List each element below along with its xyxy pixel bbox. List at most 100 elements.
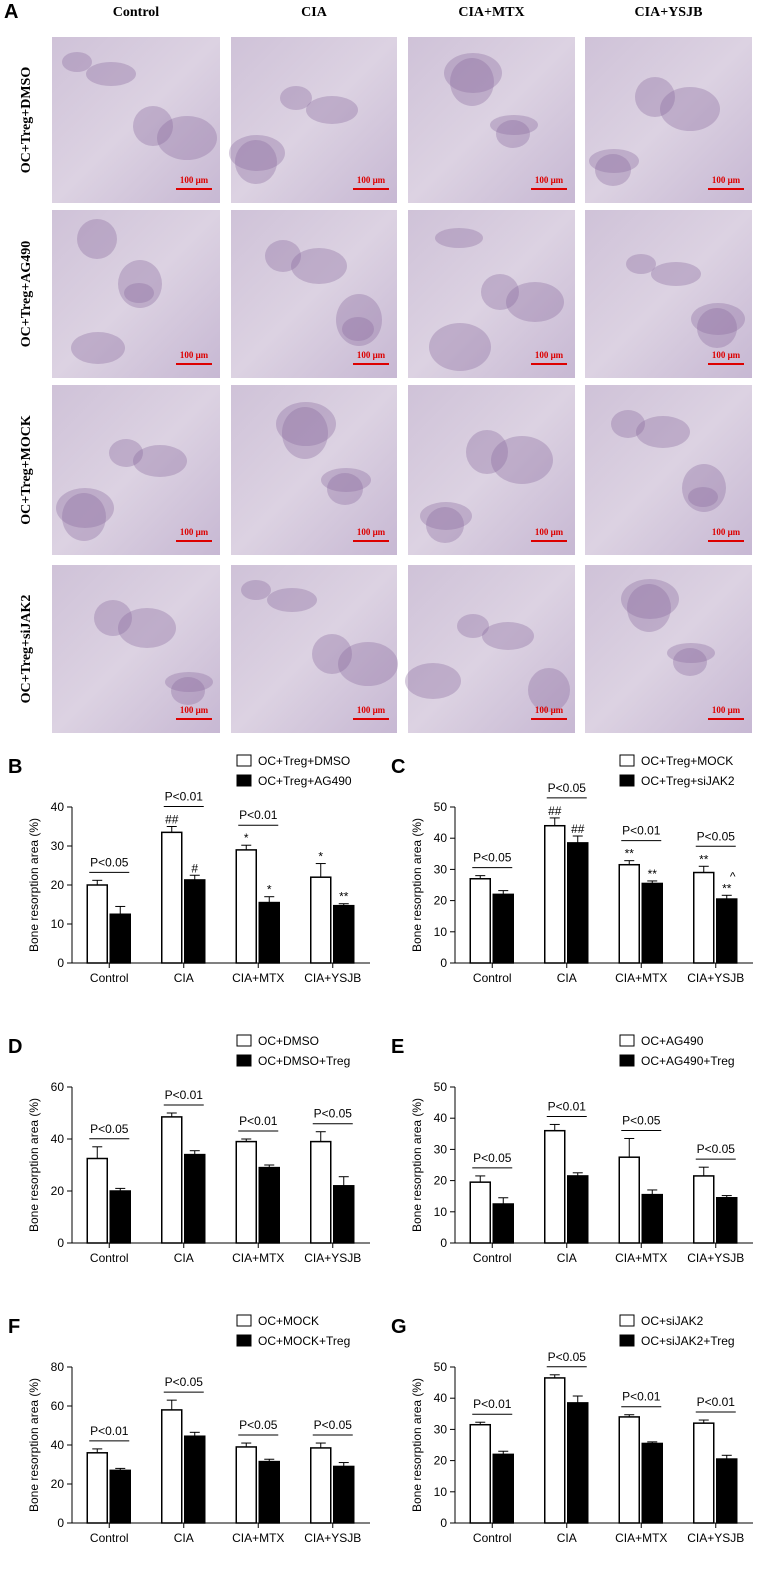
micrograph [231,565,397,733]
legend-label: OC+AG490 [641,1034,704,1048]
legend-label: OC+siJAK2+Treg [641,1334,735,1348]
bar [86,1157,108,1244]
y-tick-label: 0 [57,1516,64,1530]
stain [241,580,271,600]
stain [265,240,301,272]
y-axis-label: Bone resorption area (%) [410,1098,424,1232]
stain [457,614,489,638]
bar [618,863,640,964]
stain [491,436,553,484]
legend-swatch [236,1054,252,1067]
x-tick-label: CIA [174,1531,194,1545]
stain [420,502,472,530]
row-header: OC+Treg+siJAK2 [19,595,34,704]
stain [291,248,347,284]
p-value: P<0.01 [239,808,278,822]
micrograph [231,37,397,203]
stain [171,677,205,705]
p-value: P<0.05 [473,1151,512,1165]
bar [333,904,355,964]
panel-label: F [8,1316,20,1338]
scale-bar-label: 100 μm [357,705,386,715]
significance-marker: # [191,861,198,875]
y-tick-label: 60 [51,1080,65,1094]
stain [321,468,371,492]
stain [282,407,328,459]
micrograph [52,210,220,378]
bar [618,1416,640,1524]
p-value: P<0.05 [165,1375,204,1389]
bar [544,824,566,964]
bar [86,1452,108,1524]
micrograph [408,565,575,733]
y-tick-label: 0 [440,1236,447,1250]
stain [280,86,312,110]
y-tick-label: 60 [51,1399,65,1413]
p-value: P<0.01 [239,1114,278,1128]
bar [310,1140,332,1244]
x-tick-label: CIA+MTX [232,1251,284,1265]
stain [267,588,317,612]
bar [469,878,491,964]
panel-label: A [4,1,18,23]
column-header: CIA+MTX [458,5,524,20]
significance-marker: ** [722,881,732,895]
p-value: P<0.01 [548,1099,587,1113]
legend-label: OC+Treg+siJAK2 [641,774,735,788]
bar [716,1458,738,1524]
stain [466,430,508,474]
scale-bar-label: 100 μm [180,527,209,537]
bar [184,1435,206,1524]
stain [165,672,213,692]
y-tick-label: 30 [434,862,448,876]
stain [481,274,519,310]
significance-marker: ** [339,890,349,904]
legend-label: OC+Treg+MOCK [641,754,733,768]
bar [109,1469,131,1524]
bar [184,1153,206,1244]
x-tick-label: CIA+MTX [615,1251,667,1265]
stain [77,219,117,259]
bar [333,1465,355,1524]
stain [496,120,530,148]
micrograph [52,37,220,203]
legend-label: OC+DMSO+Treg [258,1054,350,1068]
x-tick-label: CIA+MTX [232,1531,284,1545]
micrograph [585,210,752,378]
micrograph [408,385,575,555]
y-tick-label: 80 [51,1360,65,1374]
legend-label: OC+Treg+AG490 [258,774,352,788]
stain [157,116,217,160]
x-tick-label: CIA+MTX [232,971,284,985]
y-tick-label: 20 [434,1174,448,1188]
legend-swatch [619,774,635,787]
significance-marker: ## [571,822,585,836]
bar [544,1129,566,1244]
bar [258,1166,280,1244]
x-tick-label: Control [473,1531,512,1545]
panel-label: C [391,756,405,778]
bar [693,1422,715,1524]
stain [118,608,176,648]
scale-bar-label: 100 μm [712,350,741,360]
stain [71,332,125,364]
legend-label: OC+MOCK+Treg [258,1334,350,1348]
x-tick-label: CIA+MTX [615,971,667,985]
y-tick-label: 20 [51,878,65,892]
stain [336,294,382,346]
y-tick-label: 20 [434,894,448,908]
y-axis-label: Bone resorption area (%) [27,818,41,952]
bar [693,1175,715,1244]
bar [469,1423,491,1524]
p-value: P<0.01 [622,824,661,838]
stain [627,584,671,632]
stain [109,439,143,467]
stain [435,228,483,248]
legend-label: OC+DMSO [258,1034,319,1048]
bar [235,849,257,964]
stain [611,410,645,438]
bar [492,1203,514,1244]
p-value: P<0.01 [697,1395,736,1409]
legend-swatch [236,774,252,787]
